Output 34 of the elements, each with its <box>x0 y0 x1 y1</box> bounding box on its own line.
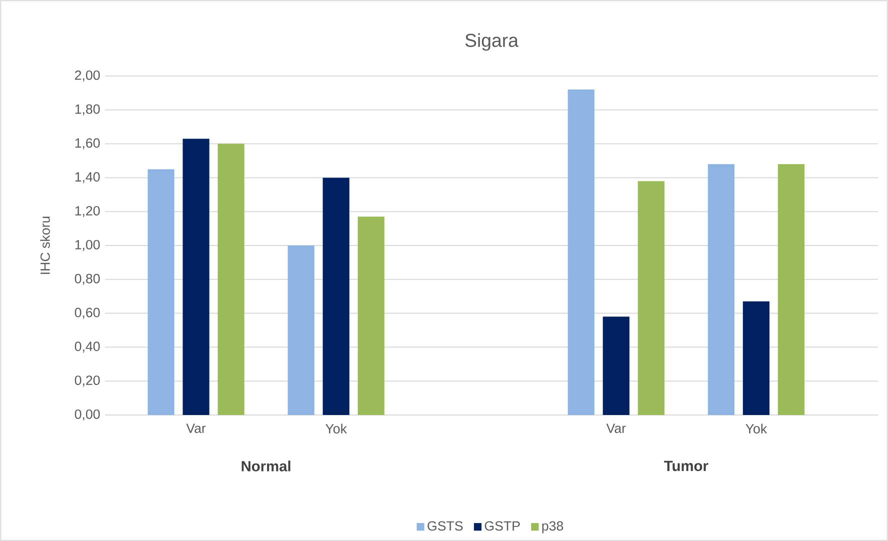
legend-label: GSTS <box>428 521 463 531</box>
bar <box>148 169 174 415</box>
y-tick-label: 1,20 <box>75 206 100 218</box>
bar <box>568 90 594 415</box>
y-tick-label: 2,00 <box>75 70 100 82</box>
bar <box>638 181 664 415</box>
text: Normal <box>242 460 290 472</box>
bar <box>778 164 804 415</box>
bar <box>288 245 314 415</box>
y-tick-label: 1,00 <box>75 240 100 252</box>
y-tick-label: 1,60 <box>75 138 100 150</box>
y-tick-label: 1,80 <box>75 104 100 116</box>
y-axis-title: IHC skoru <box>40 216 50 274</box>
bar <box>358 216 384 415</box>
x-tick-label: Var <box>606 424 626 433</box>
x-tick-label: Yok <box>325 424 347 434</box>
y-tick-label: 0,40 <box>74 342 100 353</box>
chart-title: Sigara <box>465 33 518 51</box>
legend-label: GSTP <box>484 521 520 531</box>
y-tick-label: 1,40 <box>75 172 100 184</box>
x-tick-label: Yok <box>746 424 768 434</box>
text: Tumor <box>664 460 708 472</box>
bar <box>602 316 630 415</box>
y-tick-label: 0,80 <box>74 274 100 285</box>
y-tick-label: 0,00 <box>74 409 100 421</box>
bar <box>182 138 210 415</box>
y-tick-label: 0,60 <box>74 308 100 319</box>
legend-label: p38 <box>542 521 564 534</box>
bar <box>322 178 350 415</box>
x-tick-label: Var <box>186 424 206 433</box>
bar <box>708 164 734 415</box>
y-tick-label: 0,20 <box>74 376 100 387</box>
bar <box>742 301 770 415</box>
bar <box>218 144 244 415</box>
